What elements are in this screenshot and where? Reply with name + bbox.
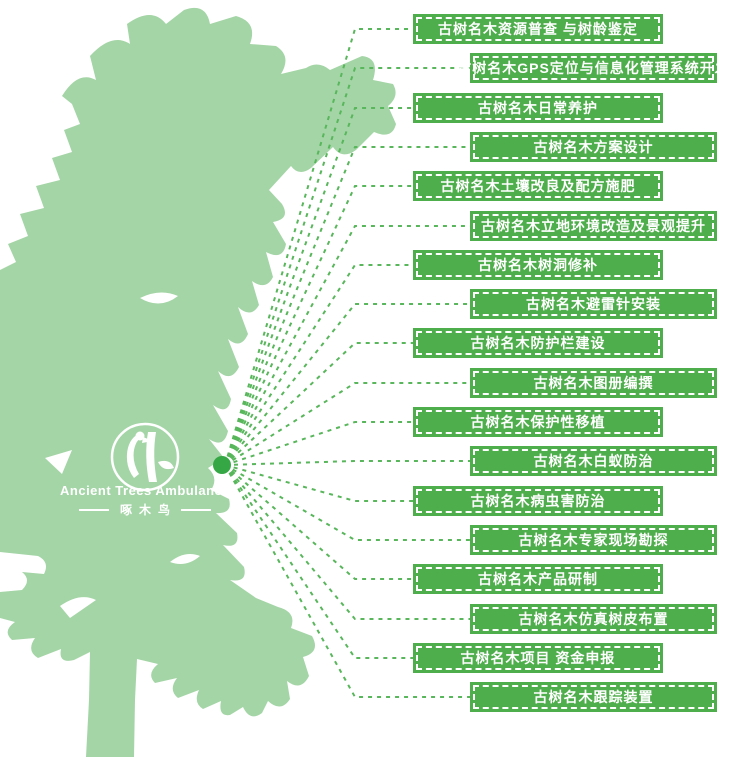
connector-line	[224, 464, 413, 659]
connector-line	[224, 107, 413, 466]
logo-rule-left	[78, 508, 109, 511]
connector-line	[224, 460, 470, 466]
tree-silhouette	[0, 7, 396, 757]
connector-line	[224, 464, 413, 580]
logo: Ancient Trees Ambulance 啄木鸟	[55, 483, 235, 518]
logo-name-zh-row: 啄木鸟	[55, 501, 235, 518]
woodpecker-icon	[110, 422, 180, 492]
connector-line	[224, 67, 470, 466]
connector-lines	[224, 28, 470, 698]
connector-line	[224, 303, 470, 466]
logo-name-en: Ancient Trees Ambulance	[60, 483, 230, 498]
connector-line	[224, 225, 470, 466]
connector-line	[224, 464, 470, 620]
connector-line	[224, 464, 470, 541]
connector-line	[224, 421, 413, 466]
logo-rule-right	[181, 508, 211, 511]
crown-gap	[45, 450, 72, 474]
crown-gap	[60, 597, 96, 618]
connector-line	[224, 382, 470, 466]
connector-line	[224, 464, 413, 502]
hub-dot	[213, 456, 231, 474]
logo-name-zh: 啄木鸟	[119, 503, 177, 517]
connector-line	[224, 342, 413, 466]
crown-gap	[140, 292, 178, 304]
connector-line	[224, 185, 413, 466]
connector-line	[224, 464, 470, 698]
connector-line	[224, 146, 470, 466]
crown-gap	[170, 554, 200, 564]
